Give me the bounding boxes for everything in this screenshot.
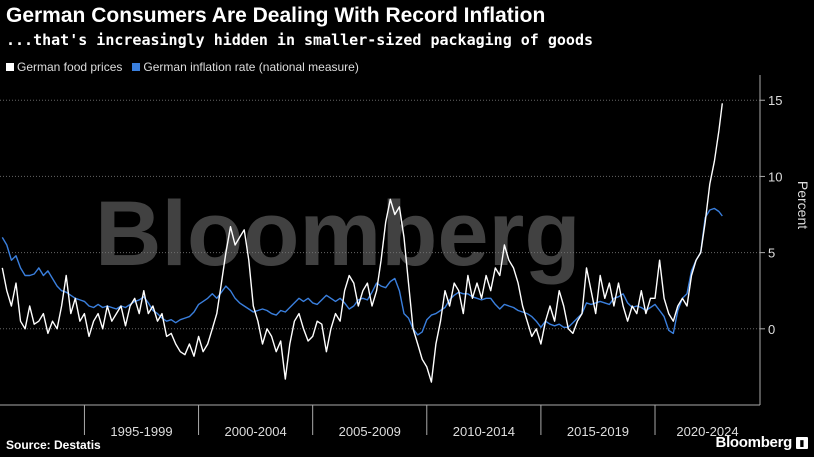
source-note: Source: Destatis bbox=[6, 438, 101, 452]
legend-swatch-inflation bbox=[132, 63, 141, 71]
series-layer bbox=[1, 103, 723, 383]
legend: German food prices German inflation rate… bbox=[6, 60, 359, 74]
legend-item-food: German food prices bbox=[6, 60, 122, 74]
gridlines bbox=[0, 99, 760, 330]
bloomberg-watermark: Bloomberg bbox=[95, 183, 581, 285]
legend-label-food: German food prices bbox=[17, 60, 123, 74]
x-category-label-4: 2015-2019 bbox=[567, 424, 629, 439]
series-line-0 bbox=[1, 103, 723, 383]
y-axis-label: Percent bbox=[795, 181, 811, 229]
chart-subtitle: ...that's increasingly hidden in smaller… bbox=[6, 31, 593, 49]
y-tick-label-15: 15 bbox=[768, 93, 782, 108]
y-tick-label-5: 5 bbox=[768, 246, 775, 261]
legend-item-inflation: German inflation rate (national measure) bbox=[132, 60, 359, 74]
x-category-label-2: 2005-2009 bbox=[339, 424, 401, 439]
y-tick-label-0: 0 bbox=[768, 322, 775, 337]
x-category-label-3: 2010-2014 bbox=[453, 424, 515, 439]
series-line-1 bbox=[1, 207, 723, 336]
bloomberg-logo-text: Bloomberg bbox=[715, 434, 793, 451]
legend-label-inflation: German inflation rate (national measure) bbox=[143, 60, 359, 74]
legend-swatch-food bbox=[6, 63, 14, 71]
x-category-label-1: 2000-2004 bbox=[225, 424, 287, 439]
x-category-label-5: 2020-2024 bbox=[676, 424, 738, 439]
bloomberg-chart-icon: ▮ bbox=[796, 437, 808, 449]
y-axis: 0 5 10 15 bbox=[759, 75, 782, 405]
x-axis: 1995-1999 2000-2004 2005-2009 2010-2014 2015… bbox=[0, 404, 760, 439]
chart-title: German Consumers Are Dealing With Record… bbox=[6, 4, 546, 27]
x-category-label-0: 1995-1999 bbox=[110, 424, 172, 439]
y-tick-label-10: 10 bbox=[768, 169, 782, 184]
